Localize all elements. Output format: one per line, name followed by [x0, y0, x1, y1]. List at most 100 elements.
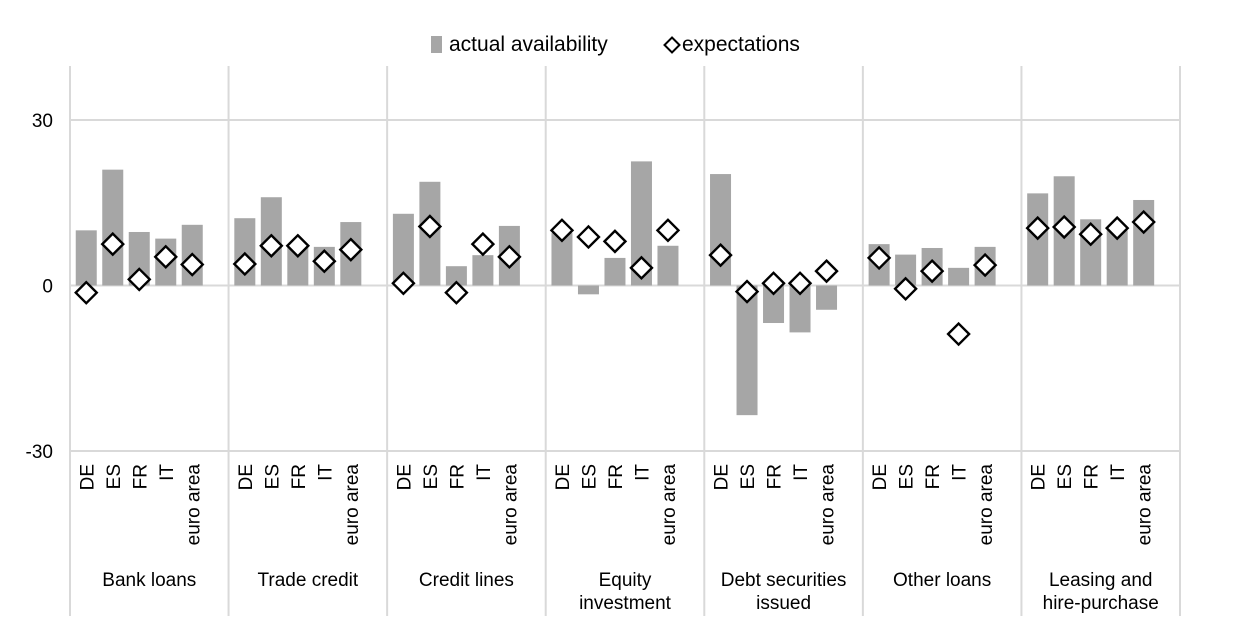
category-label: ES [421, 464, 442, 489]
expectation-diamond [893, 276, 918, 302]
expectation-diamond [285, 233, 311, 258]
category-label: euro area [659, 464, 680, 546]
actual-bar [710, 174, 732, 286]
category-label: DE [712, 464, 733, 490]
expectation-diamond [708, 242, 733, 268]
expectation-diamond [761, 271, 786, 296]
y-tick-label: 0 [42, 277, 53, 298]
group-label: Leasing and [1049, 570, 1153, 591]
expectation-diamond [655, 218, 681, 243]
category-label: DE [1029, 464, 1050, 490]
expectation-diamond [1078, 221, 1103, 247]
actual-bar [604, 257, 626, 286]
group-label: issued [756, 593, 811, 614]
expectation-markers [74, 209, 1156, 347]
category-label: ES [579, 464, 600, 489]
actual-bar [128, 231, 150, 286]
expectation-diamond [444, 280, 469, 305]
actual-bar [736, 285, 758, 416]
expectation-diamond [338, 237, 364, 262]
expectation-diamond [734, 279, 760, 304]
expectation-diamond [972, 252, 998, 278]
category-label: ES [1055, 464, 1076, 489]
actual-bar [577, 285, 599, 295]
actual-bar [472, 255, 494, 286]
category-label: DE [236, 464, 257, 490]
expectation-diamond [946, 321, 971, 347]
expectation-diamond [1025, 215, 1050, 241]
group-label: Trade credit [258, 570, 359, 591]
category-label: euro area [818, 464, 839, 546]
group-label: Other loans [893, 570, 991, 591]
actual-bar [1106, 230, 1128, 286]
expectation-diamond [787, 271, 813, 296]
legend-actual-label: actual availability [449, 33, 608, 56]
actual-bar [816, 285, 838, 310]
expectation-diamond [814, 258, 839, 284]
expectation-diamond [549, 218, 575, 243]
category-label: euro area [342, 464, 363, 546]
actual-bar [657, 245, 679, 286]
expectation-diamond [100, 231, 125, 257]
expectation-diamond [259, 233, 284, 258]
category-label: DE [394, 464, 415, 490]
expectation-diamond [1051, 214, 1077, 240]
y-tick-label: -30 [26, 442, 53, 463]
category-label: IT [950, 464, 971, 481]
category-label: ES [897, 464, 918, 489]
category-label: euro area [1135, 464, 1156, 546]
category-label: FR [606, 464, 627, 489]
expectation-diamond [629, 255, 654, 281]
category-label: DE [77, 464, 98, 490]
expectation-diamond [602, 229, 628, 254]
expectation-diamond [153, 244, 178, 270]
category-label: FR [130, 464, 151, 489]
legend-expectations-diamond [663, 36, 681, 54]
category-label: ES [262, 464, 283, 489]
category-label: FR [447, 464, 468, 489]
legend-actual-swatch [431, 36, 442, 53]
category-label: FR [289, 464, 310, 489]
actual-bar [551, 233, 573, 286]
category-label: IT [157, 464, 178, 481]
actual-bar [763, 285, 785, 324]
category-label: IT [474, 464, 495, 481]
group-label: Bank loans [102, 570, 196, 591]
actual-bar [630, 161, 652, 286]
expectation-diamond [497, 244, 522, 270]
category-label: euro area [183, 464, 204, 546]
actual-bar [392, 213, 414, 286]
expectation-diamond [312, 249, 337, 274]
category-label: FR [765, 464, 786, 489]
legend: actual availability expectations [431, 33, 800, 56]
group-label: Credit lines [419, 570, 514, 591]
category-label: DE [553, 464, 574, 490]
y-tick-label: 30 [32, 111, 53, 132]
category-label: IT [791, 464, 812, 481]
expectation-diamond [232, 251, 258, 277]
expectation-diamond [417, 214, 443, 239]
category-label: IT [632, 464, 653, 481]
expectation-diamond [127, 267, 152, 292]
actual-bar [445, 266, 467, 286]
actual-bar [948, 267, 970, 286]
group-label: Equity [599, 570, 652, 591]
expectation-diamond [74, 280, 99, 305]
actual-bars [75, 161, 1155, 416]
actual-bar [789, 285, 811, 333]
category-label: euro area [500, 464, 521, 546]
category-label: ES [104, 464, 125, 489]
expectation-diamond [391, 271, 416, 296]
group-label: Debt securities [721, 570, 847, 591]
expectation-diamond [919, 258, 945, 284]
expectation-diamond [470, 231, 496, 257]
category-label: euro area [976, 464, 997, 546]
group-label: hire-purchase [1043, 593, 1159, 614]
category-label: IT [1108, 464, 1129, 481]
actual-bar [75, 230, 97, 286]
category-label: ES [738, 464, 759, 489]
group-label: investment [579, 593, 672, 614]
expectation-diamond [866, 245, 892, 271]
